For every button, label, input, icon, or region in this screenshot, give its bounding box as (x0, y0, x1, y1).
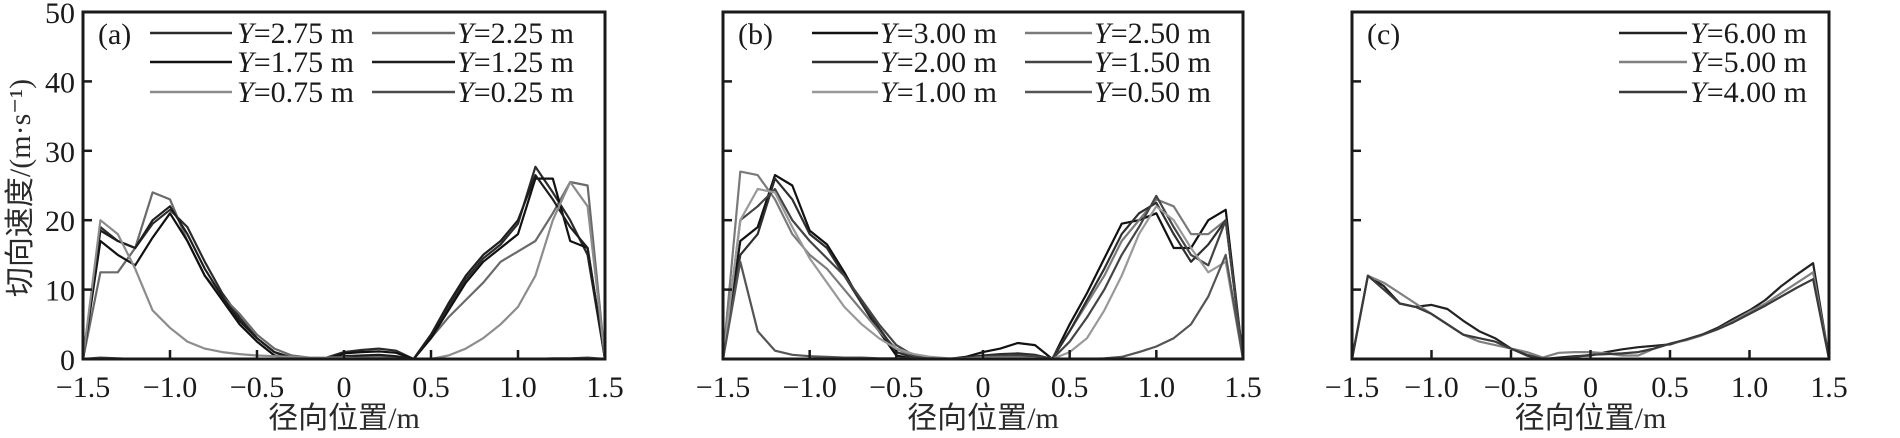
x-tick-label: 1.5 (1810, 371, 1848, 404)
x-tick-label: 1.0 (499, 371, 537, 404)
x-axis-title: 径向位置/m (1515, 402, 1667, 435)
legend: Y=2.75 m Y=2.25 m Y=1.75 m Y=1.25 m Y=0.75 m… (150, 17, 574, 109)
x-tick-label: 1.5 (1224, 371, 1262, 404)
x-tick-label: 1.0 (1138, 371, 1176, 404)
legend-item: Y=1.00 m (812, 76, 997, 109)
legend: Y=3.00 m Y=2.50 m Y=2.00 m Y=1.50 m Y=1.00 m… (812, 17, 1211, 109)
x-tick-label: −1.5 (696, 371, 750, 404)
series-line-1.75 (81, 177, 607, 361)
legend-label: Y=0.75 m (237, 76, 354, 109)
panel-label: (c) (1367, 18, 1400, 51)
x-tick-label: 0 (337, 371, 352, 404)
x-axis-title: 径向位置/m (268, 402, 420, 435)
legend-item: Y=2.50 m (1025, 17, 1211, 50)
y-tick-label: 50 (45, 0, 75, 30)
legend-label: Y=4.00 m (1690, 76, 1807, 109)
x-tick-label: −0.5 (869, 371, 923, 404)
legend-item: Y=0.50 m (1025, 76, 1211, 109)
legend-label: Y=1.75 m (237, 46, 354, 79)
legend-label: Y=1.50 m (1094, 46, 1211, 79)
legend-item: Y=4.00 m (1619, 76, 1807, 109)
x-tick-label: 1.5 (586, 371, 624, 404)
legend: Y=6.00 mY=5.00 mY=4.00 m (1619, 17, 1807, 109)
x-tick-label: −0.5 (1484, 371, 1538, 404)
legend-label: Y=0.50 m (1094, 76, 1211, 109)
legend-label: Y=6.00 m (1690, 17, 1807, 50)
y-axis-title: 切向速度/(m·s⁻¹) (4, 79, 37, 297)
x-axis-title: 径向位置/m (907, 402, 1059, 435)
panel-label: (a) (98, 18, 131, 51)
legend-item: Y=0.75 m (150, 76, 354, 109)
legend-label: Y=5.00 m (1690, 46, 1807, 79)
x-tick-label: 0 (976, 371, 991, 404)
x-tick-label: −0.5 (230, 371, 284, 404)
legend-label: Y=1.25 m (457, 46, 574, 79)
legend-label: Y=2.50 m (1094, 17, 1211, 50)
y-tick-label: 10 (45, 275, 75, 308)
legend-item: Y=5.00 m (1619, 46, 1807, 79)
x-tick-label: −1.0 (782, 371, 836, 404)
x-tick-label: 1.0 (1731, 371, 1769, 404)
x-tick-label: 0.5 (1651, 371, 1689, 404)
legend-label: Y=2.25 m (457, 17, 574, 50)
series-line-4.00 (1350, 274, 1831, 361)
legend-item: Y=1.75 m (150, 46, 354, 79)
legend-item: Y=1.50 m (1025, 46, 1211, 79)
x-tick-label: −1.0 (143, 371, 197, 404)
x-tick-label: −1.5 (1325, 371, 1379, 404)
legend-item: Y=3.00 m (812, 17, 997, 50)
legend-label: Y=2.00 m (880, 46, 997, 79)
y-tick-label: 20 (45, 205, 75, 238)
legend-label: Y=0.25 m (457, 76, 574, 109)
panel-label: (b) (738, 18, 773, 51)
series-line-0.50 (721, 253, 1245, 361)
legend-item: Y=6.00 m (1619, 17, 1807, 50)
legend-label: Y=2.75 m (237, 17, 354, 50)
y-tick-label: 40 (45, 66, 75, 99)
y-tick-label: 0 (60, 344, 75, 377)
y-tick-label: 30 (45, 136, 75, 169)
x-tick-label: −1.0 (1404, 371, 1458, 404)
x-tick-label: −1.5 (56, 371, 110, 404)
series-line-2.50 (721, 170, 1245, 361)
x-tick-label: 0.5 (1051, 371, 1089, 404)
series-line-5.00 (1350, 271, 1831, 360)
legend-label: Y=3.00 m (880, 17, 997, 50)
panel-a: −1.5 −1.0 −0.5 0 0.5 1.0 1.5 0 10 20 30 40 50 径向位置/m (… (45, 0, 624, 435)
legend-label: Y=1.00 m (880, 76, 997, 109)
legend-item: Y=2.00 m (812, 46, 997, 79)
legend-item: Y=2.25 m (372, 17, 574, 50)
legend-item: Y=0.25 m (372, 76, 574, 109)
legend-item: Y=2.75 m (150, 17, 354, 50)
x-tick-label: 0 (1583, 371, 1598, 404)
legend-item: Y=1.25 m (372, 46, 574, 79)
x-tick-label: 0.5 (412, 371, 450, 404)
